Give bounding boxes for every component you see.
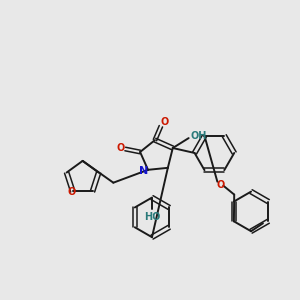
- Text: O: O: [116, 143, 124, 153]
- Text: O: O: [161, 117, 169, 127]
- Text: O: O: [68, 188, 76, 197]
- Text: N: N: [140, 166, 149, 176]
- Text: OH: OH: [190, 131, 207, 141]
- Text: O: O: [216, 180, 224, 190]
- Text: HO: HO: [144, 212, 160, 222]
